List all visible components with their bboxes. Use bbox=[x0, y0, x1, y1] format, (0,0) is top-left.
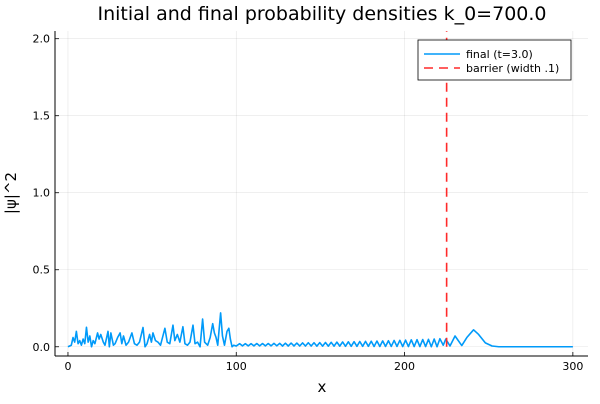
legend-label-barrier: barrier (width .1) bbox=[466, 62, 559, 75]
x-tick-label: 200 bbox=[394, 360, 415, 373]
y-tick-label: 2.0 bbox=[33, 33, 51, 46]
grid bbox=[55, 31, 588, 356]
chart-title: Initial and final probability densities … bbox=[97, 3, 546, 25]
series-layer bbox=[67, 31, 573, 348]
legend-box bbox=[417, 39, 572, 81]
y-tick-label: 0.0 bbox=[33, 341, 51, 354]
x-axis-label: x bbox=[318, 378, 327, 396]
x-tick-label: 0 bbox=[64, 360, 71, 373]
legend: final (t=3.0) barrier (width .1) bbox=[417, 39, 572, 81]
y-tick-label: 1.5 bbox=[33, 110, 51, 123]
y-tick-label: 0.5 bbox=[33, 264, 51, 277]
ticks: 0 100 200 300 0.0 0.5 1.0 1.5 2.0 bbox=[33, 33, 584, 373]
y-axis-label: |ψ|^2 bbox=[2, 172, 20, 214]
x-tick-label: 300 bbox=[562, 360, 583, 373]
series-line-0 bbox=[67, 312, 573, 348]
y-tick-label: 1.0 bbox=[33, 187, 51, 200]
legend-label-final: final (t=3.0) bbox=[466, 48, 533, 61]
x-tick-label: 100 bbox=[226, 360, 247, 373]
